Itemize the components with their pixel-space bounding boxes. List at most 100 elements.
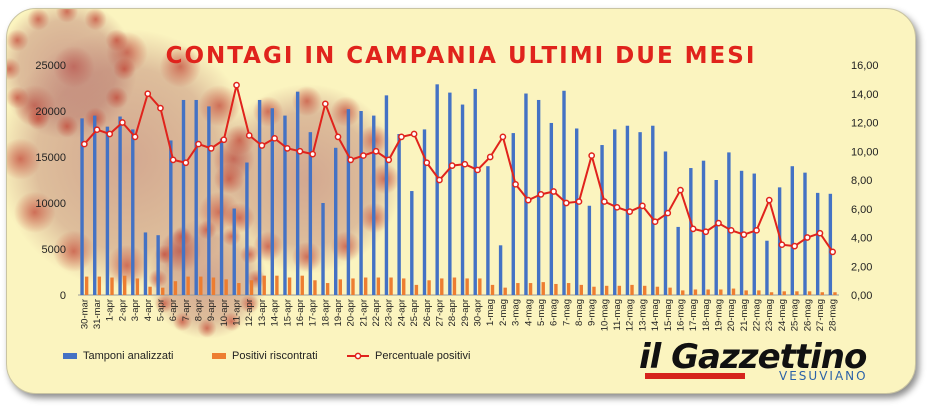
point-percentuale — [575, 198, 583, 205]
bar-tamponi — [257, 99, 262, 296]
y-left-tick-label: 10000 — [35, 198, 66, 210]
bar-positivi — [376, 277, 381, 295]
point-percentuale — [512, 180, 519, 188]
x-tick-label: 22-apr — [371, 299, 382, 326]
bar-tamponi — [524, 93, 528, 296]
point-percentuale — [258, 142, 266, 149]
legend-swatch — [63, 353, 77, 359]
point-percentuale — [550, 188, 557, 195]
virus-spike — [105, 29, 128, 52]
bar-positivi — [414, 284, 419, 295]
bar-positivi — [427, 280, 431, 295]
x-tick-label: 3-apr — [130, 299, 141, 321]
x-tick-label: 13-mag — [637, 299, 648, 331]
virus-spike — [330, 96, 362, 127]
x-tick-label: 24-apr — [396, 299, 407, 326]
bar-tamponi — [752, 173, 756, 295]
bar-tamponi — [169, 140, 173, 295]
point-percentuale — [334, 133, 342, 141]
x-tick-label: 10-apr — [219, 299, 230, 326]
x-tick-label: 11-mag — [612, 299, 623, 331]
bar-positivi — [173, 281, 178, 295]
bar-positivi — [782, 291, 786, 295]
x-tick-label: 18-mag — [701, 299, 712, 331]
bar-tamponi — [93, 115, 97, 295]
y-left-tick-label: 20000 — [35, 106, 66, 118]
bar-positivi — [820, 292, 824, 295]
x-tick-label: 7-mag — [561, 299, 572, 326]
y-right-tick-label: 2,00 — [851, 261, 872, 273]
virus-spike — [13, 191, 56, 234]
point-percentuale — [524, 196, 532, 204]
bar-tamponi — [651, 125, 655, 295]
point-percentuale — [398, 133, 405, 141]
bar-tamponi — [207, 106, 211, 296]
bar-positivi — [351, 278, 355, 295]
virus-spike — [106, 244, 148, 287]
chart-card: 0 5000 10000 15000 20000 25000 0,00 2,00 4,00 6,0… — [6, 8, 916, 394]
point-percentuale — [651, 218, 659, 226]
virus-spike — [7, 57, 21, 81]
bar-positivi — [807, 291, 812, 295]
x-tick-label: 5-apr — [155, 299, 166, 321]
bar-positivi — [275, 275, 279, 295]
point-percentuale — [296, 147, 304, 155]
point-percentuale — [131, 133, 139, 141]
bar-tamponi — [663, 151, 668, 295]
point-percentuale — [372, 147, 380, 155]
point-percentuale — [639, 202, 646, 210]
point-percentuale — [461, 160, 469, 168]
point-percentuale — [106, 130, 114, 138]
x-tick-label: 4-apr — [143, 299, 154, 321]
y-left-tick-label: 0 — [60, 290, 66, 302]
point-percentuale — [765, 196, 773, 204]
x-tick-label: 21-mag — [739, 299, 750, 331]
point-percentuale — [245, 132, 253, 139]
plot-area: 0 5000 10000 15000 20000 25000 0,00 2,00 4,00 6,0… — [35, 60, 878, 331]
virus-spike — [7, 29, 29, 52]
virus-spike — [213, 163, 245, 195]
x-tick-label: 13-apr — [257, 299, 268, 326]
virus-blob — [147, 219, 267, 339]
y-right-tick-label: 8,00 — [851, 175, 872, 187]
bar-tamponi — [422, 129, 427, 295]
bar-tamponi — [283, 115, 287, 295]
virus-blob — [7, 9, 137, 139]
bar-positivi — [630, 284, 634, 295]
x-tick-label: 11-apr — [232, 299, 243, 326]
point-percentuale — [474, 166, 481, 174]
y-right-tick-label: 10,00 — [851, 146, 879, 158]
x-tick-label: 1-apr — [105, 299, 116, 321]
bar-positivi — [478, 278, 482, 295]
bar-tamponi — [308, 132, 313, 295]
bar-tamponi — [676, 226, 680, 295]
x-tick-label: 28-apr — [447, 299, 458, 326]
virus-spike — [240, 294, 260, 314]
virus-spike — [291, 85, 323, 117]
virus-spike — [224, 124, 255, 156]
bar-positivi — [554, 283, 558, 295]
virus-spike — [291, 241, 323, 273]
virus-spike — [55, 115, 79, 138]
x-tick-label: 27-mag — [815, 299, 826, 331]
virus-spike — [197, 318, 217, 338]
bar-positivi — [325, 283, 330, 295]
x-tick-label: 6-apr — [168, 299, 179, 321]
bar-positivi — [503, 287, 507, 295]
legend: Tamponi analizzati Positivi riscontrati Pe… — [63, 350, 470, 362]
x-tick-label: 3-mag — [511, 299, 522, 326]
bar-positivi — [300, 275, 304, 295]
bar-positivi — [668, 287, 672, 295]
virus-spike — [27, 9, 50, 31]
x-tick-label: 9-apr — [206, 299, 217, 321]
bar-positivi — [249, 280, 254, 295]
bar-positivi — [833, 292, 837, 295]
x-tick-label: 9-mag — [587, 299, 598, 326]
virus-spike — [105, 86, 128, 109]
bar-positivi — [681, 290, 685, 295]
x-tick-label: 17-mag — [688, 299, 699, 331]
y-left-tick-label: 25000 — [35, 60, 66, 72]
x-tick-label: 23-mag — [764, 299, 775, 331]
bar-positivi — [719, 289, 723, 295]
virus-spike — [172, 312, 192, 332]
